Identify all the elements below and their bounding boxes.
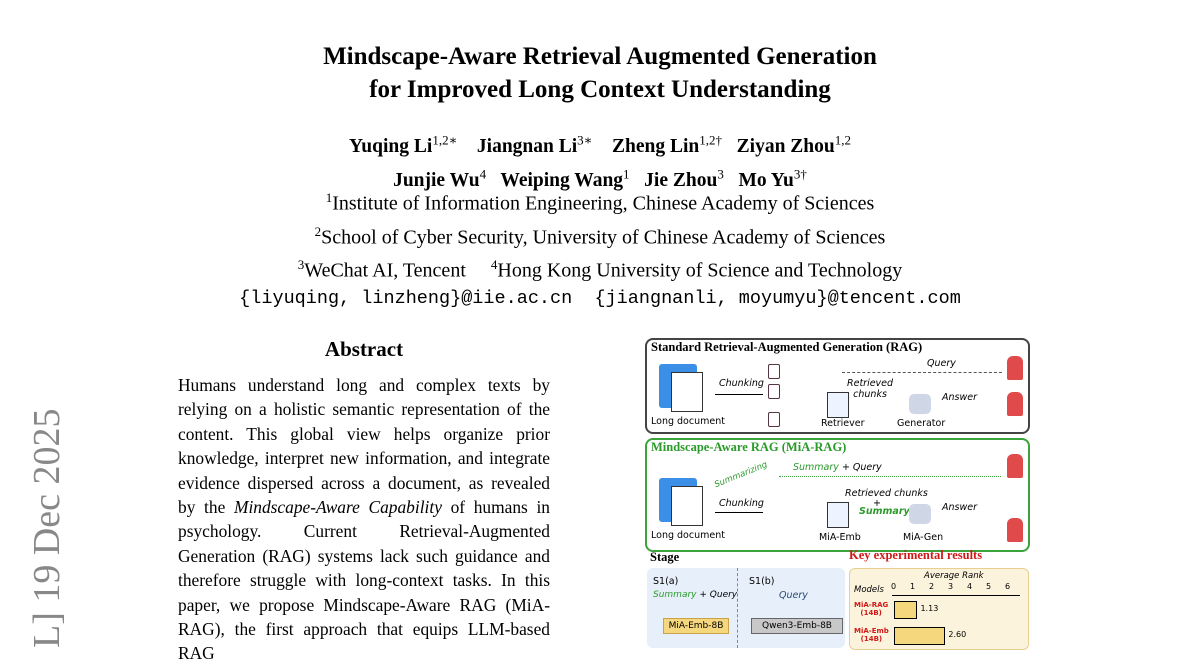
- chunk-icons: [768, 364, 780, 427]
- author: Junjie Wu4: [393, 166, 487, 192]
- affiliation: 2School of Cyber Security, University of…: [314, 223, 886, 249]
- qwen3-emb-8b-box: Qwen3-Emb-8B: [751, 618, 843, 634]
- author: Zheng Lin1,2†: [612, 132, 723, 157]
- tick-label: 3: [948, 582, 954, 591]
- tick-label: 4: [967, 582, 973, 591]
- user-icon: [1007, 356, 1023, 380]
- affiliations: 1Institute of Information Engineering, C…: [0, 184, 1200, 313]
- mia-emb-icon: [827, 502, 849, 528]
- author: Mo Yu3†: [738, 166, 807, 192]
- mia-gen-robot-icon: [909, 504, 931, 524]
- summary-query-line: [779, 476, 1001, 477]
- figure-overview: Standard Retrieval-Augmented Generation …: [645, 338, 1030, 650]
- abstract-text: Humans understand long and complex texts…: [178, 375, 551, 664]
- tick-label: 1: [910, 582, 916, 591]
- rag-panel: Standard Retrieval-Augmented Generation …: [645, 338, 1030, 434]
- affiliation: 3WeChat AI, Tencent 4Hong Kong Universit…: [297, 257, 903, 282]
- author: Jiangnan Li3∗: [476, 132, 593, 157]
- bar-value-label: 2.60: [948, 630, 967, 639]
- mia-rag-panel: Mindscape-Aware RAG (MiA-RAG) Long docum…: [645, 438, 1030, 552]
- bar-model-label: MiA-Emb (14B): [854, 627, 889, 643]
- title-line-2: for Improved Long Context Understanding: [369, 76, 831, 103]
- bar-model-label: MiA-RAG (14B): [854, 601, 889, 617]
- arxiv-stamp: L] 19 Dec 2025: [26, 408, 68, 648]
- user-icon: [1007, 518, 1023, 542]
- author: Weiping Wang1: [500, 166, 630, 192]
- tick-label: 2: [929, 582, 935, 591]
- tick-label: 0: [891, 582, 897, 591]
- retriever-icon: [827, 392, 849, 418]
- x-axis: [892, 595, 1020, 596]
- user-icon: [1007, 392, 1023, 416]
- abstract-heading: Abstract: [324, 337, 404, 361]
- mia-emb-8b-box: MiA-Emb-8B: [663, 618, 729, 634]
- bar-value-label: 1.13: [920, 604, 939, 613]
- stage-panel: S1(a) Summary + Query MiA-Emb-8B S1(b) Q…: [647, 568, 845, 648]
- emails: {liyuqing, linzheng}@iie.ac.cn {jiangnan…: [0, 285, 1200, 313]
- arrow: [715, 512, 763, 513]
- tick-label: 6: [1005, 582, 1011, 591]
- stage-heading: Stage: [650, 550, 680, 564]
- query-line: [842, 372, 1002, 373]
- results-heading: Key experimental results: [849, 548, 983, 562]
- author: Ziyan Zhou1,2: [736, 132, 851, 157]
- document-icon: [659, 364, 703, 412]
- author: Jie Zhou3: [644, 166, 724, 192]
- bar: [894, 627, 946, 645]
- email-iie: {liyuqing, linzheng}@iie.ac.cn: [239, 287, 573, 309]
- tick-label: 5: [986, 582, 992, 591]
- arrow: [715, 394, 763, 395]
- email-tencent: {jiangnanli, moyumyu}@tencent.com: [594, 287, 961, 309]
- author: Yuqing Li1,2∗: [349, 132, 458, 157]
- bar: [894, 601, 918, 619]
- paper-title: Mindscape-Aware Retrieval Augmented Gene…: [0, 40, 1200, 106]
- title-line-1: Mindscape-Aware Retrieval Augmented Gene…: [323, 43, 877, 70]
- author-list: Yuqing Li1,2∗ Jiangnan Li3∗ Zheng Lin1,2…: [0, 126, 1200, 195]
- user-icon: [1007, 454, 1023, 478]
- generator-robot-icon: [909, 394, 931, 414]
- document-icon: [659, 478, 703, 526]
- affiliation: 1Institute of Information Engineering, C…: [325, 190, 875, 215]
